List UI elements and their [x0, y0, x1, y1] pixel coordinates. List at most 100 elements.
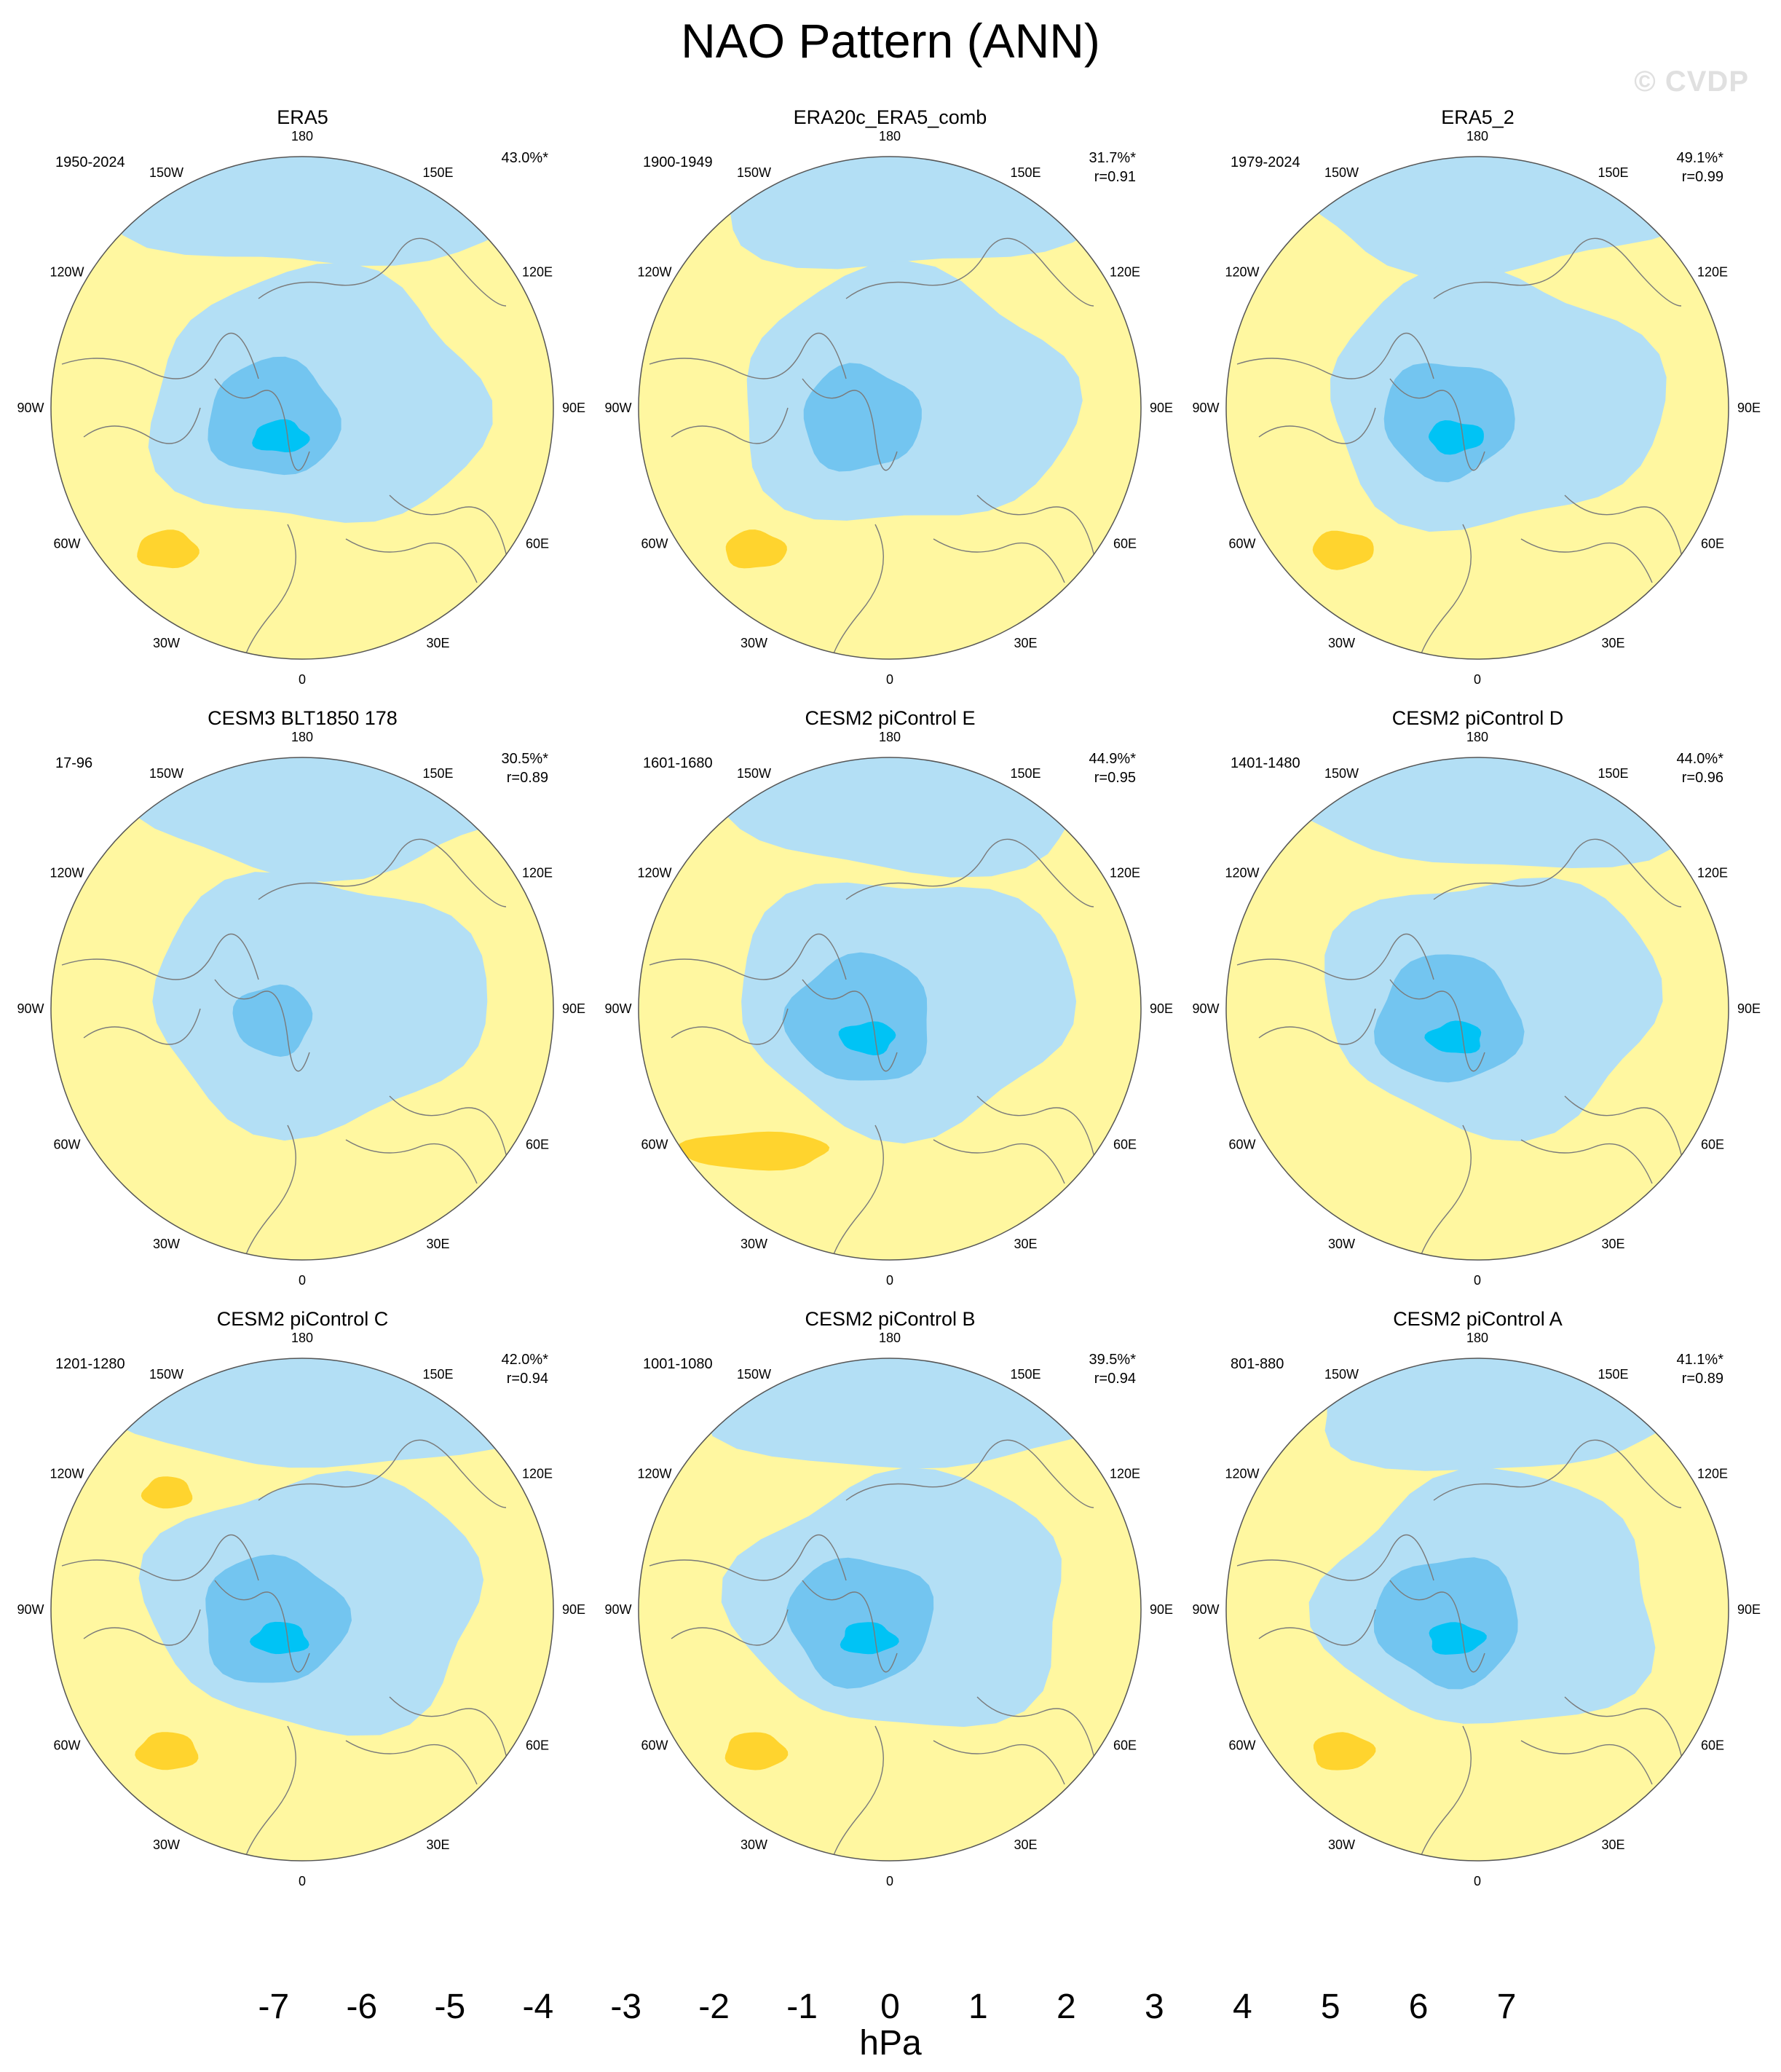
map-boundary [638, 1358, 1142, 1862]
longitude-label: 30W [741, 1237, 767, 1251]
period-label: 17-96 [55, 755, 93, 771]
longitude-label: 60W [641, 1738, 668, 1753]
period-label: 1001-1080 [643, 1356, 713, 1372]
coastlines [1236, 237, 1711, 659]
panel-title: CESM3 BLT1850 178 [208, 707, 398, 729]
colorbar-tick-label: 4 [1233, 1988, 1252, 2026]
period-label: 1979-2024 [1231, 154, 1300, 170]
longitude-label: 60E [526, 1738, 549, 1753]
longitude-label: 150E [1010, 766, 1040, 781]
map-panel: 180 150E 120E 90E 60E 30E 0 30W 60W 90W 120W 150W CE… [593, 1304, 1187, 1901]
longitude-label: 90E [1150, 1602, 1173, 1617]
colorbar-tick-label: 0 [880, 1988, 900, 2026]
pct-variance: 44.9%* [1089, 751, 1137, 767]
pct-variance: 31.7%* [1089, 150, 1137, 166]
polar-map: 180 150E 120E 90E 60E 30E 0 30W 60W 90W 120W 150W [17, 1331, 585, 1888]
pattern-correlation: r=0.96 [1681, 770, 1723, 786]
variance-stats: 44.0%* r=0.96 [1677, 749, 1724, 787]
map-boundary [638, 156, 1142, 660]
colorbar-tick-label: -5 [434, 1988, 465, 2026]
pattern-correlation: r=0.89 [506, 770, 548, 786]
variance-stats: 44.9%* r=0.95 [1089, 749, 1137, 787]
negative-anomaly-region [1303, 1358, 1729, 1471]
longitude-label: 90W [604, 1602, 631, 1617]
colorbar-units: hPa [859, 2024, 922, 2063]
negative-anomaly-peak [838, 1021, 896, 1055]
longitude-label: 30W [153, 1237, 180, 1251]
longitude-label: 90E [1737, 401, 1761, 415]
longitude-label: 90E [562, 1602, 585, 1617]
positive-anomaly-peak [141, 1476, 193, 1509]
longitude-label: 180 [291, 1331, 313, 1345]
period-label: 1401-1480 [1231, 755, 1300, 771]
longitude-label: 30E [1014, 636, 1037, 650]
pct-variance: 41.1%* [1676, 1352, 1724, 1368]
longitude-label: 120W [1225, 265, 1259, 280]
pattern-correlation: r=0.91 [1094, 169, 1136, 185]
longitude-label: 30W [1328, 1837, 1355, 1852]
map-boundary [638, 757, 1142, 1261]
pct-variance: 30.5%* [501, 751, 549, 767]
longitude-label: 120E [522, 265, 553, 280]
variance-stats: 49.1%* r=0.99 [1677, 149, 1724, 186]
longitude-label: 120E [1697, 1467, 1728, 1481]
longitude-label: 90W [1192, 1602, 1219, 1617]
map-panel: 180 150E 120E 90E 60E 30E 0 30W 60W 90W 120W 150W ER… [593, 102, 1187, 699]
variance-stats: 41.1%* r=0.89 [1677, 1350, 1724, 1388]
negative-anomaly-core [205, 1554, 352, 1683]
longitude-label: 60W [1228, 1738, 1255, 1753]
longitude-label: 0 [1474, 1273, 1481, 1288]
polar-map: 180 150E 120E 90E 60E 30E 0 30W 60W 90W 120W 150W [604, 129, 1173, 687]
longitude-label: 30E [1014, 1837, 1037, 1852]
longitude-label: 0 [886, 1874, 893, 1888]
watermark: © CVDP [1634, 66, 1749, 98]
negative-anomaly-region [98, 1358, 537, 1468]
longitude-label: 30W [741, 1837, 767, 1852]
longitude-label: 0 [886, 672, 893, 687]
longitude-label: 150E [422, 1367, 453, 1382]
map-boundary [50, 1358, 554, 1862]
longitude-label: 30E [426, 1237, 449, 1251]
longitude-label: 150W [1324, 766, 1359, 781]
longitude-label: 180 [879, 129, 901, 143]
pct-variance: 49.1%* [1676, 150, 1724, 166]
colorbar-tick-label: -3 [610, 1988, 641, 2026]
longitude-label: 60W [53, 537, 80, 551]
positive-anomaly-peak [724, 1732, 789, 1770]
longitude-label: 0 [299, 672, 306, 687]
longitude-label: 30W [153, 1837, 180, 1852]
negative-anomaly-region [115, 157, 542, 266]
longitude-label: 150W [149, 766, 183, 781]
longitude-label: 150W [737, 165, 771, 180]
longitude-label: 150E [1598, 766, 1628, 781]
pct-variance: 44.0%* [1676, 751, 1724, 767]
pattern-correlation: r=0.99 [1681, 169, 1723, 185]
panel-title: CESM2 piControl D [1391, 707, 1564, 729]
negative-anomaly-core [1373, 954, 1525, 1083]
longitude-label: 180 [1466, 1331, 1488, 1345]
map-panel: 180 150E 120E 90E 60E 30E 0 30W 60W 90W 120W 150W CE… [593, 703, 1187, 1300]
longitude-label: 150E [422, 165, 453, 180]
longitude-label: 0 [1474, 1874, 1481, 1888]
longitude-label: 120E [522, 1467, 553, 1481]
longitude-label: 90W [17, 1602, 44, 1617]
longitude-label: 60W [53, 1738, 80, 1753]
longitude-label: 60W [641, 1138, 668, 1152]
longitude-label: 0 [886, 1273, 893, 1288]
longitude-label: 60E [526, 537, 549, 551]
longitude-label: 30E [1601, 1237, 1624, 1251]
longitude-label: 60W [53, 1138, 80, 1152]
longitude-label: 150W [737, 766, 771, 781]
negative-anomaly-region [695, 757, 1118, 878]
longitude-label: 30E [426, 636, 449, 650]
coastlines [61, 838, 536, 1260]
longitude-label: 60E [526, 1138, 549, 1152]
longitude-label: 60E [1113, 1138, 1137, 1152]
longitude-label: 180 [1466, 129, 1488, 143]
variance-stats: 43.0%* [502, 149, 549, 168]
variance-stats: 31.7%* r=0.91 [1089, 149, 1137, 186]
longitude-label: 90E [562, 1001, 585, 1016]
negative-anomaly-peak [1424, 1020, 1482, 1054]
longitude-label: 0 [299, 1273, 306, 1288]
longitude-label: 120W [637, 265, 671, 280]
